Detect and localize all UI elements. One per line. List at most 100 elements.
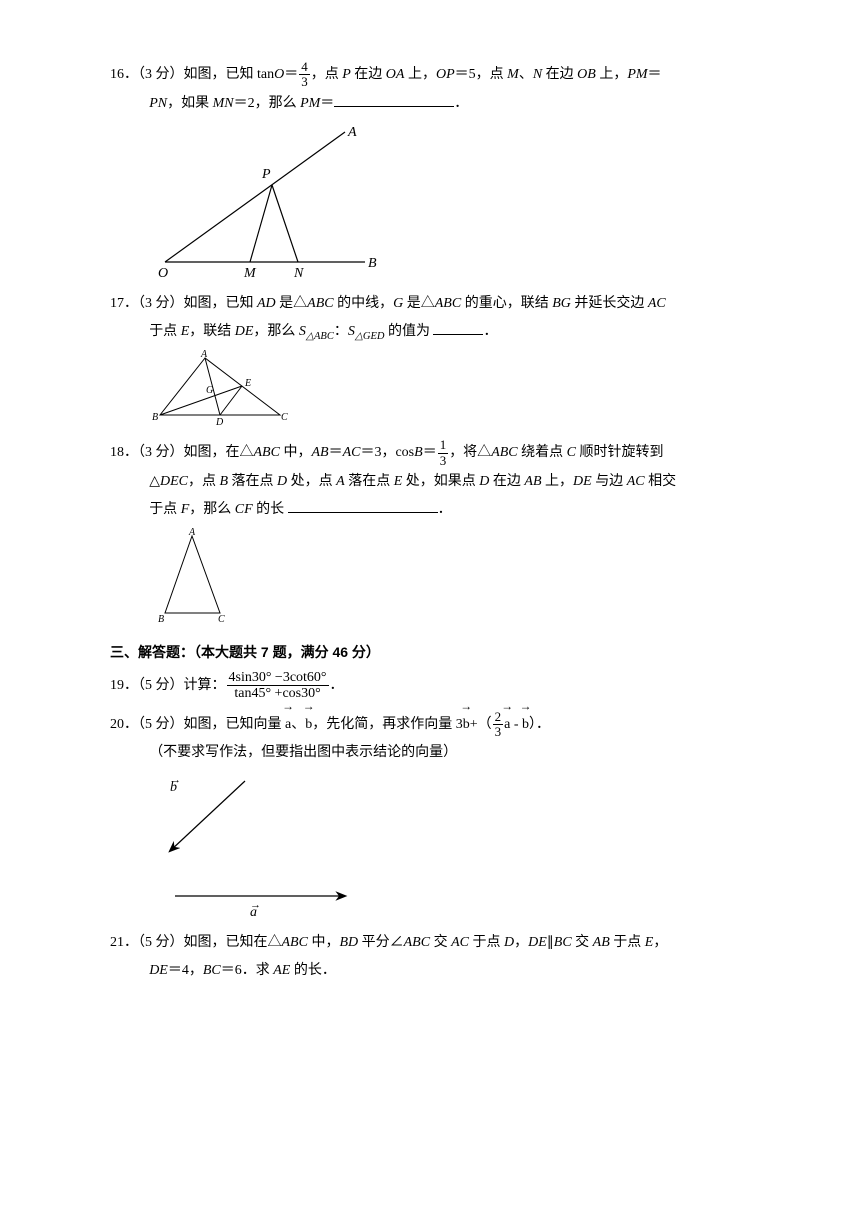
t: AB — [593, 935, 610, 950]
t: DE — [528, 935, 547, 950]
t: ＝2，那么 — [234, 96, 301, 111]
t: 如图，已知在△ — [184, 935, 282, 950]
t: ＝ — [648, 67, 662, 82]
q19-text: 19．（5 分）计算：4sin30° −3cot60°tan45° +cos30… — [110, 670, 770, 702]
lbl: A — [188, 528, 196, 538]
q21-line2: DE＝4，BC＝6．求 AE 的长． — [110, 957, 770, 985]
problem-20: 20．（5 分）如图，已知向量 a、b，先化简，再求作向量 3b+（23a - … — [110, 710, 770, 922]
t: ，联结 — [189, 324, 235, 339]
blank — [433, 334, 483, 335]
t: AC — [451, 935, 469, 950]
t: 在边 — [489, 474, 524, 489]
t: ＝5，点 — [455, 67, 508, 82]
lbl: B — [368, 256, 377, 271]
t: ，点 — [188, 474, 220, 489]
t: 计算： — [184, 678, 226, 693]
t: AD — [257, 296, 276, 311]
lbl: C — [218, 614, 225, 625]
t: CF — [235, 502, 253, 517]
t: P — [342, 67, 351, 82]
t: 是△ — [276, 296, 308, 311]
t: 、 — [291, 717, 305, 732]
t: BD — [339, 935, 358, 950]
q18-points: 3 分 — [145, 445, 170, 460]
q16-figure: O A B P M N — [150, 122, 380, 282]
t: S — [299, 324, 306, 339]
t: ，那么 — [189, 502, 235, 517]
t: 于点 — [149, 324, 181, 339]
t: AB — [524, 474, 541, 489]
t: 如图，在△ — [184, 445, 254, 460]
t: AC — [343, 445, 361, 460]
q16-points: 3 分 — [145, 67, 170, 82]
t: ， — [653, 935, 667, 950]
q21-num: 21 — [110, 935, 124, 950]
num: 4 — [299, 60, 310, 75]
t: 如图，已知 tan — [184, 67, 275, 82]
problem-21: 21．（5 分）如图，已知在△ABC 中，BD 平分∠ABC 交 AC 于点 D… — [110, 929, 770, 985]
t: ，那么 — [253, 324, 299, 339]
t: AE — [273, 963, 290, 978]
t: 顺时针旋转到 — [576, 445, 664, 460]
q18-figure: A B C — [150, 528, 250, 628]
t: 落在点 — [345, 474, 394, 489]
t: S — [348, 324, 355, 339]
q20-figure: b → a → — [150, 771, 370, 921]
t: AC — [648, 296, 666, 311]
q19-points: 5 分 — [145, 678, 170, 693]
t: BG — [552, 296, 571, 311]
vec-a: a — [504, 711, 510, 739]
t: △ABC — [306, 330, 334, 341]
vec-b: b — [305, 711, 312, 739]
vec-a: a — [285, 711, 291, 739]
t: 上， — [596, 67, 628, 82]
t: F — [181, 502, 190, 517]
vec-b: b — [522, 711, 529, 739]
num: 1 — [438, 438, 449, 453]
t: M — [507, 67, 519, 82]
lbl: B — [152, 412, 158, 423]
t: OB — [577, 67, 596, 82]
q16-text: 16．（3 分）如图，已知 tanO＝43，点 P 在边 OA 上，OP＝5，点… — [110, 60, 770, 90]
vec-b: b — [463, 711, 470, 739]
t: 于点 — [149, 502, 181, 517]
t: 交 — [572, 935, 593, 950]
t: ＝4， — [168, 963, 203, 978]
t: 于点 — [610, 935, 645, 950]
t: D — [277, 474, 287, 489]
lbl: M — [243, 266, 257, 281]
lbl: D — [215, 417, 224, 428]
q20-line2: （不要求写作法，但要指出图中表示结论的向量） — [110, 739, 770, 767]
den: 3 — [299, 75, 310, 89]
arrow-icon: → — [170, 774, 181, 786]
t: +（ — [470, 717, 492, 732]
lbl: B — [158, 614, 164, 625]
frac: 13 — [438, 438, 449, 468]
t: △ — [149, 474, 160, 489]
t: 上， — [542, 474, 574, 489]
blank — [334, 106, 454, 107]
lbl: P — [261, 167, 271, 182]
t: BC — [554, 935, 572, 950]
t: AB — [311, 445, 328, 460]
t: ． — [483, 324, 497, 339]
t: ，点 — [311, 67, 343, 82]
t: △GED — [355, 330, 385, 341]
t: DE — [235, 324, 254, 339]
problem-18: 18．（3 分）如图，在△ABC 中，AB＝AC＝3，cosB＝13，将△ABC… — [110, 438, 770, 628]
t: ABC — [435, 296, 461, 311]
t: 、 — [519, 67, 533, 82]
t: ＝ — [320, 96, 334, 111]
problem-17: 17．（3 分）如图，已知 AD 是△ABC 的中线，G 是△ABC 的重心，联… — [110, 290, 770, 431]
q20-num: 20 — [110, 717, 124, 732]
t: ， — [514, 935, 528, 950]
q17-figure: A B C D G E — [150, 350, 300, 430]
problem-16: 16．（3 分）如图，已知 tanO＝43，点 P 在边 OA 上，OP＝5，点… — [110, 60, 770, 282]
t: 中， — [280, 445, 312, 460]
t: PM — [300, 96, 320, 111]
q21-points: 5 分 — [145, 935, 170, 950]
t: ＝ — [329, 445, 343, 460]
t: DE — [149, 963, 168, 978]
q17-text: 17．（3 分）如图，已知 AD 是△ABC 的中线，G 是△ABC 的重心，联… — [110, 290, 770, 318]
t: ： — [334, 324, 348, 339]
